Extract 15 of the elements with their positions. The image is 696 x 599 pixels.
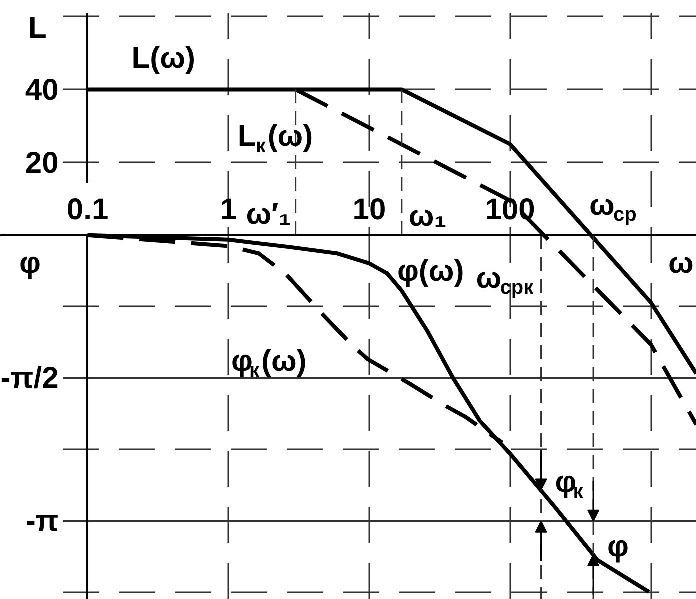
x-tick-label: 0.1 bbox=[66, 193, 109, 226]
x-tick-label: 10 bbox=[352, 193, 386, 226]
series-label: φ(ω) bbox=[397, 255, 464, 288]
y-tick-label: -π bbox=[26, 504, 59, 538]
y2-tick-label: 20 bbox=[25, 147, 59, 180]
y2-axis-title: L bbox=[28, 12, 47, 45]
annotation: φ bbox=[608, 530, 629, 564]
x-tick-label: 1 bbox=[220, 193, 237, 226]
x-axis-title: ω bbox=[668, 246, 694, 280]
ref-line-label: ω₁ bbox=[408, 200, 447, 233]
y-tick-label: -π/2 bbox=[0, 362, 59, 395]
y-axis-title: φ bbox=[20, 246, 41, 280]
ref-line-label: ω′₁ bbox=[246, 198, 292, 231]
series-label: L(ω) bbox=[132, 42, 196, 76]
y2-tick-label: 40 bbox=[25, 74, 59, 108]
